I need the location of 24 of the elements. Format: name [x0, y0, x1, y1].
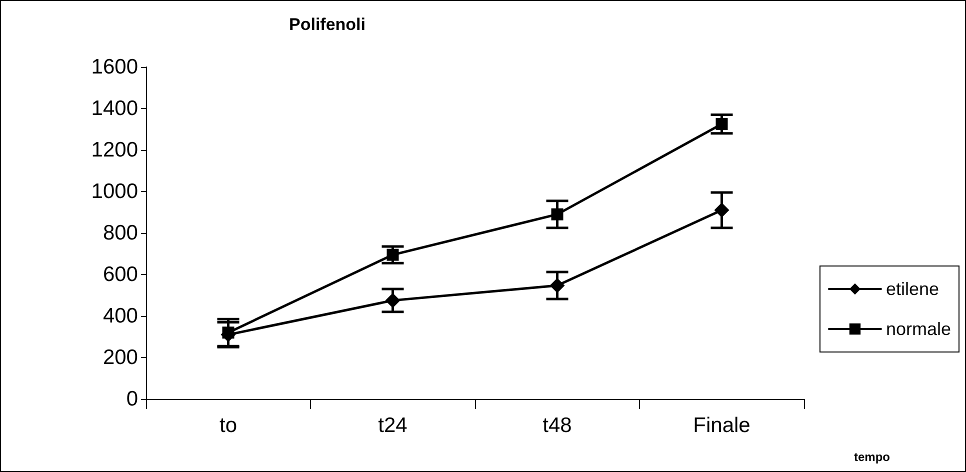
point: [550, 278, 565, 293]
x-tick-label: to: [219, 414, 238, 437]
y-tick-label: 1000: [91, 180, 138, 203]
point: [714, 202, 730, 218]
y-tick-label: 1600: [91, 56, 138, 78]
y-tick-label: 200: [102, 346, 138, 369]
x-tick-label: t48: [542, 414, 572, 437]
x-tick-label: t24: [378, 414, 408, 437]
y-tick-label: 1400: [91, 97, 138, 120]
point: [222, 326, 234, 339]
y-tick-label: 800: [102, 222, 138, 244]
y-tick-label: 400: [102, 304, 138, 328]
y-tick-label: 1200: [91, 138, 138, 162]
point: [385, 292, 400, 308]
y-tick-label: 0: [126, 388, 138, 410]
y-tick-label: 600: [102, 263, 138, 286]
x-axis-title: tempo: [854, 450, 890, 464]
legend-label: normale: [886, 319, 951, 339]
point: [386, 248, 399, 261]
x-tick-label: Finale: [693, 414, 750, 437]
legend-label: etilene: [886, 279, 940, 299]
chart-title: Polifenoli: [289, 15, 366, 34]
point: [716, 118, 728, 130]
point: [551, 208, 564, 220]
